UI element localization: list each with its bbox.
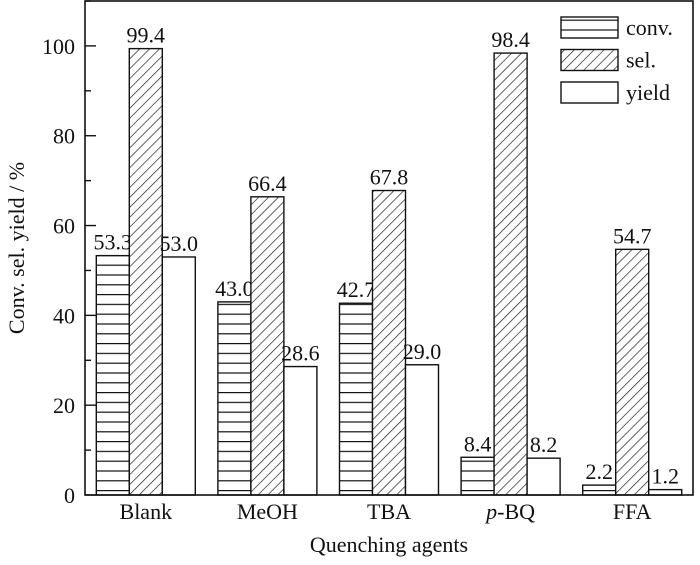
y-tick-label: 40 [53, 303, 75, 328]
bar-yield-0 [161, 256, 197, 496]
bar-yield-1 [283, 365, 318, 496]
legend-label: conv. [626, 15, 673, 40]
legend-label: yield [626, 80, 670, 105]
bar-sel-2 [371, 189, 407, 496]
bar-sel-0 [128, 47, 164, 496]
bar-yield-2 [404, 364, 440, 496]
bar-yield-4 [648, 488, 683, 496]
data-label: 42.7 [337, 277, 376, 302]
data-label: 8.2 [530, 432, 558, 457]
x-tick-label: Blank [120, 499, 173, 524]
data-label: 67.8 [370, 165, 409, 190]
data-label: 43.0 [215, 276, 254, 301]
plot-frame [84, 0, 694, 496]
bar-conv-4 [582, 484, 617, 496]
axes-layer: Blank MeOH TBA p-BQ FFA 0 20 40 60 80 100 [42, 0, 652, 524]
x-tick-label: FFA [613, 499, 652, 524]
data-label: 28.6 [281, 341, 320, 366]
bar-conv-0 [95, 254, 131, 496]
legend-label: sel. [626, 48, 656, 73]
data-label: 54.7 [613, 223, 652, 248]
bar-sel-4 [615, 248, 650, 496]
x-tick-label: p-BQ [484, 499, 535, 524]
bar-conv-2 [338, 302, 374, 496]
data-label: 98.4 [491, 27, 530, 52]
bar-sel-1 [250, 196, 285, 496]
legend-swatch-conv [560, 16, 619, 39]
data-label: 8.4 [464, 431, 492, 456]
data-label: 1.2 [651, 464, 679, 489]
bar-conv-3 [460, 456, 495, 496]
y-tick-label: 0 [64, 483, 75, 508]
y-tick-label: 80 [53, 124, 75, 149]
bar-yield-3 [526, 457, 561, 496]
y-tick-label: 100 [42, 34, 75, 59]
x-tick-label: TBA [367, 499, 411, 524]
bar-conv-1 [217, 301, 252, 496]
data-label: 53.0 [160, 231, 199, 256]
bar-sel-3 [493, 52, 528, 496]
data-label: 66.4 [248, 171, 287, 196]
data-label: 99.4 [127, 23, 166, 48]
data-label: 29.0 [403, 339, 442, 364]
y-tick-label: 20 [53, 393, 75, 418]
data-label: 2.2 [585, 459, 613, 484]
x-axis-title: Quenching agents [310, 532, 468, 557]
legend-swatch-sel [560, 48, 619, 72]
legend-swatch-yield [560, 81, 619, 104]
bars-layer: 53.3 99.4 53.0 43.0 66.4 28.6 42.7 67.8 29.0 8.4 9… [94, 23, 683, 496]
x-tick-label: MeOH [237, 499, 298, 524]
y-tick-label: 60 [53, 214, 75, 239]
y-axis-title: Conv. sel. yield / % [4, 162, 29, 334]
legend: conv. sel. yield [560, 15, 673, 105]
data-label: 53.3 [94, 230, 133, 255]
